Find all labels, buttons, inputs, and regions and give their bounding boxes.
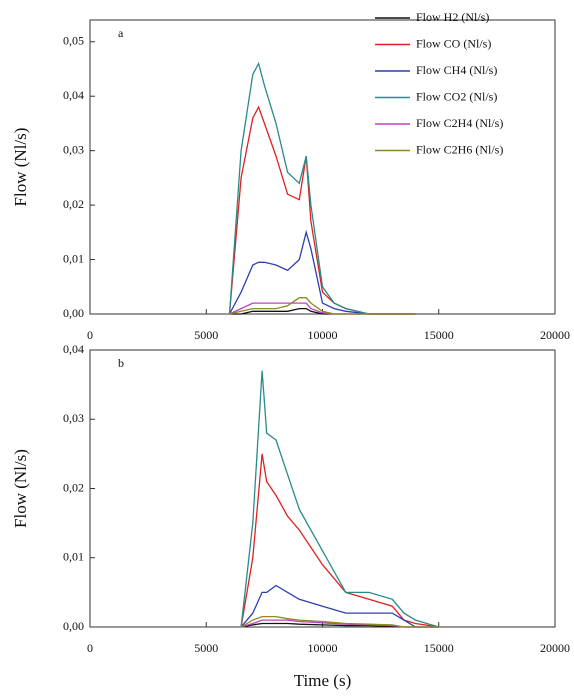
y-axis-label: Flow (Nl/s) (11, 128, 30, 207)
panel-label: a (118, 26, 124, 40)
legend-label: Flow C2H6 (Nl/s) (416, 142, 503, 156)
y-tick-label: 0,01 (63, 550, 84, 564)
legend-label: Flow CH4 (Nl/s) (416, 63, 497, 77)
x-tick-label: 20000 (540, 641, 570, 655)
x-axis-label: Time (s) (294, 671, 351, 690)
legend-label: Flow H2 (Nl/s) (416, 10, 489, 24)
series-line (240, 584, 439, 628)
series-line (228, 61, 416, 315)
panel-label: b (118, 356, 124, 370)
series-line (229, 297, 416, 315)
y-tick-label: 0,03 (63, 142, 84, 156)
plot-frame (89, 349, 556, 628)
series-line (240, 453, 439, 628)
legend-label: Flow CO2 (Nl/s) (416, 89, 497, 103)
y-tick-label: 0,02 (63, 480, 84, 494)
x-tick-label: 10000 (308, 641, 338, 655)
x-tick-label: 10000 (308, 328, 338, 342)
y-tick-label: 0,04 (63, 342, 84, 356)
series-line (228, 229, 416, 315)
y-tick-label: 0,05 (63, 34, 84, 48)
legend-label: Flow CO (Nl/s) (416, 36, 491, 50)
y-tick-label: 0,04 (63, 88, 84, 102)
x-tick-label: 0 (87, 641, 93, 655)
y-tick-label: 0,03 (63, 411, 84, 425)
x-tick-label: 20000 (540, 328, 570, 342)
x-tick-label: 15000 (424, 328, 454, 342)
y-tick-label: 0,00 (63, 306, 84, 320)
y-tick-label: 0,01 (63, 251, 84, 265)
x-tick-label: 5000 (194, 328, 218, 342)
y-tick-label: 0,00 (63, 619, 84, 633)
x-tick-label: 0 (87, 328, 93, 342)
x-tick-label: 5000 (194, 641, 218, 655)
series-line (240, 370, 439, 628)
legend-label: Flow C2H4 (Nl/s) (416, 116, 503, 130)
y-tick-label: 0,02 (63, 197, 84, 211)
series-line (240, 615, 439, 628)
x-tick-label: 15000 (424, 641, 454, 655)
y-axis-label: Flow (Nl/s) (11, 449, 30, 528)
